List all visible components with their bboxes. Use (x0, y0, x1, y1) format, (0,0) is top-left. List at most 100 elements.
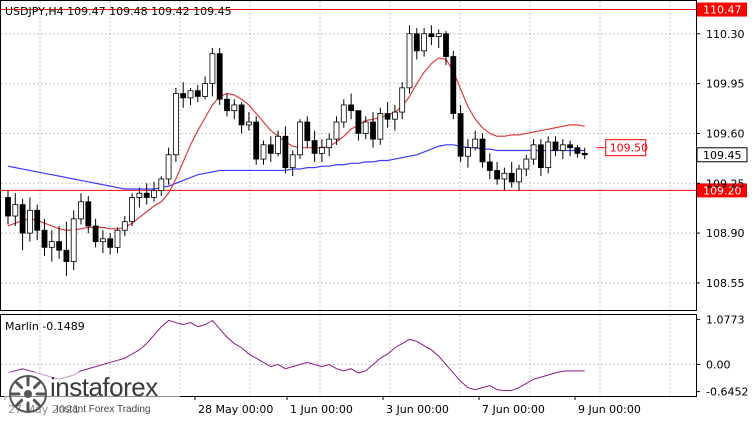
candle (384, 102, 391, 128)
candle (523, 154, 530, 177)
ma-blue-line (7, 144, 585, 190)
candle-body (457, 113, 464, 157)
price-tick-label: 110.30 (706, 28, 745, 41)
candle-body (260, 144, 267, 160)
candle-body (194, 90, 201, 97)
marlin-indicator (7, 319, 585, 392)
candle (19, 198, 26, 251)
time-tick-label: 1 Jun 00:00 (290, 403, 353, 416)
candle (121, 216, 128, 236)
candle (151, 181, 157, 202)
candle (472, 130, 479, 151)
candle (501, 167, 508, 191)
candle (304, 116, 311, 148)
candle (216, 47, 223, 105)
candle (48, 230, 55, 262)
indicator-grid (1, 315, 696, 396)
candle (12, 193, 19, 226)
candle-body (581, 152, 588, 156)
level-label: 109.20 (703, 184, 742, 197)
ma-red-line (7, 57, 585, 231)
candle-body (530, 144, 537, 160)
candle (391, 104, 398, 131)
candle (202, 76, 209, 100)
candle-body (209, 53, 216, 84)
candle (516, 164, 522, 191)
candle (486, 153, 493, 179)
candle (70, 210, 77, 271)
candle-body (158, 178, 165, 191)
candle-body (567, 144, 573, 149)
candle (26, 197, 33, 242)
time-tick-label: 9 Jun 00:00 (578, 403, 641, 416)
candle-body (216, 53, 223, 100)
candle-body (421, 33, 428, 52)
candle (34, 204, 41, 241)
candle-body (48, 241, 55, 248)
candle-body (545, 141, 552, 169)
candle-body (282, 135, 289, 169)
candle-body (501, 172, 508, 180)
candle (399, 82, 406, 120)
candle-body (333, 121, 340, 140)
chart-header: USDJPY,H4 109.47 109.48 109.42 109.45 (5, 5, 232, 18)
candle-body (121, 221, 128, 231)
candle (348, 93, 355, 120)
candle-body (384, 113, 391, 120)
target-label: 109.50 (610, 142, 649, 155)
candle-body (34, 209, 41, 231)
candle-body (326, 138, 333, 149)
watermark-brand: instaforex (50, 372, 158, 402)
candle (187, 87, 194, 105)
candle (508, 161, 515, 188)
candle-body (56, 241, 62, 251)
candle-body (114, 229, 121, 248)
horizontal-levels[interactable]: 109.50 (1, 9, 696, 191)
candle (326, 133, 333, 157)
candle (56, 225, 62, 259)
candle-body (78, 201, 84, 220)
candle-body (348, 104, 355, 112)
candle-body (552, 141, 559, 151)
price-grid (1, 1, 696, 310)
candle (194, 85, 201, 103)
price-panel-frame (0, 0, 697, 311)
candle (143, 183, 150, 205)
candle (545, 136, 552, 174)
indicator-tick-label: 1.0773 (706, 313, 745, 326)
candle (136, 187, 143, 208)
candle (318, 139, 325, 162)
candle-body (523, 158, 530, 170)
candle-body (464, 147, 471, 157)
candle (428, 25, 435, 46)
candle-body (245, 121, 252, 126)
candle-body (304, 121, 311, 141)
time-tick-label: 3 Jun 00:00 (386, 403, 449, 416)
price-tick-label: 109.25 (706, 177, 745, 190)
candle-body (406, 33, 413, 89)
price-tick-label: 108.90 (706, 227, 745, 240)
level-label: 110.47 (703, 4, 742, 17)
candle (413, 28, 420, 60)
candle-body (85, 201, 92, 227)
candle-body (391, 111, 398, 120)
candle-body (413, 33, 420, 52)
candle-body (238, 104, 245, 126)
candle (457, 104, 464, 162)
candle-body (355, 110, 362, 134)
candle-body (63, 249, 70, 262)
candle (100, 230, 106, 254)
candle (362, 116, 369, 140)
candle (574, 144, 581, 158)
candle (224, 93, 230, 117)
marlin-line (7, 319, 585, 392)
candle (370, 112, 376, 148)
candle-body (172, 93, 179, 156)
candle-body (289, 154, 296, 169)
candle-body (107, 238, 114, 248)
candle-body (399, 87, 406, 113)
candle (238, 102, 245, 134)
candle (450, 50, 457, 120)
candle (297, 119, 303, 160)
candle-body (340, 104, 347, 123)
